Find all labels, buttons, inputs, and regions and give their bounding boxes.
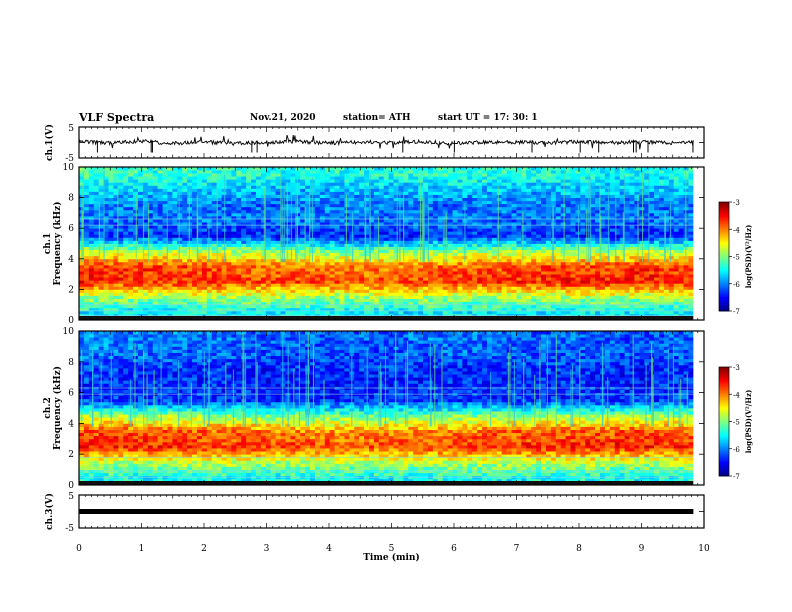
- colorbar-tick-label: -4: [733, 391, 740, 399]
- y-tick-label: -5: [65, 524, 74, 534]
- y-tick-label: 6: [68, 224, 74, 234]
- y-tick-label: 4: [68, 255, 74, 265]
- colorbar: [718, 366, 732, 477]
- y-axis-title: ch.1(V): [44, 124, 55, 161]
- y-tick-label: 10: [63, 327, 75, 337]
- x-tick-label: 2: [201, 544, 207, 554]
- colorbar-label: log(PSD)(V²/Hz): [744, 225, 753, 289]
- colorbar-tick-label: -5: [733, 254, 740, 262]
- ch2-spectrogram-image: [79, 331, 704, 486]
- colorbar-tick-label: -7: [733, 308, 740, 316]
- colorbar-tick-label: -6: [733, 281, 740, 289]
- colorbar-tick-label: -3: [733, 364, 740, 372]
- y-axis-title: ch.2: [43, 397, 53, 418]
- y-tick-label: 5: [68, 492, 74, 502]
- colorbar-tick-label: -5: [733, 419, 740, 427]
- y-axis-title: Frequency (kHz): [52, 201, 63, 285]
- ch1-spectrogram-image: [79, 167, 704, 321]
- x-tick-label: 7: [514, 544, 520, 554]
- x-tick-label: 4: [326, 544, 332, 554]
- colorbar-tick-label: -6: [733, 446, 740, 454]
- colorbar-label: log(PSD)(V²/Hz): [744, 390, 753, 454]
- x-tick-label: 9: [639, 544, 645, 554]
- y-axis-title: Frequency (kHz): [52, 366, 63, 450]
- x-tick-label: 8: [576, 544, 582, 554]
- y-axis-title: ch.1: [43, 233, 53, 254]
- y-tick-label: 0: [68, 481, 74, 491]
- x-tick-label: 5: [389, 544, 395, 554]
- y-axis-title: ch.3(V): [44, 493, 55, 530]
- y-tick-label: 4: [68, 419, 74, 429]
- x-tick-label: 0: [76, 544, 82, 554]
- chart-title: VLF Spectra: [79, 111, 155, 124]
- recording-date: Nov.21, 2020: [250, 113, 316, 123]
- y-tick-label: 6: [68, 389, 74, 399]
- y-tick-label: 8: [68, 194, 74, 204]
- colorbar: [718, 201, 732, 312]
- x-tick-label: 10: [698, 544, 710, 554]
- y-tick-label: 2: [68, 450, 74, 460]
- x-axis-title: Time (min): [363, 552, 420, 563]
- start-time: start UT = 17: 30: 1: [438, 113, 538, 123]
- colorbar-tick-label: -7: [733, 473, 740, 481]
- y-tick-label: 8: [68, 358, 74, 368]
- x-tick-label: 1: [139, 544, 145, 554]
- x-tick-label: 3: [264, 544, 270, 554]
- ch1-waveform-line: [78, 134, 694, 150]
- station-name: station= ATH: [343, 113, 411, 123]
- y-tick-label: 5: [68, 124, 74, 134]
- colorbar-tick-label: -3: [733, 199, 740, 207]
- y-tick-label: 2: [68, 285, 74, 295]
- colorbar-tick-label: -4: [733, 226, 740, 234]
- y-tick-label: 10: [63, 163, 75, 173]
- y-tick-label: -5: [65, 154, 74, 164]
- x-tick-label: 6: [451, 544, 457, 554]
- y-tick-label: 0: [68, 316, 74, 326]
